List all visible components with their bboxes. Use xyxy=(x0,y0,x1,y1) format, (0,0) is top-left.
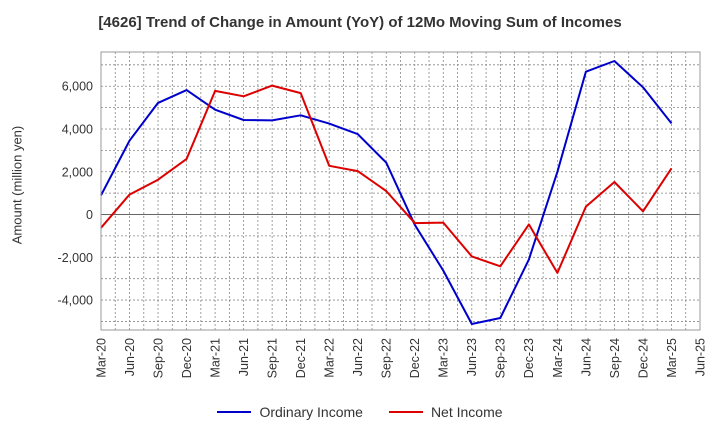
x-tick-label: Jun-23 xyxy=(465,338,479,376)
x-tick-label: Dec-20 xyxy=(180,338,194,378)
x-tick-label: Jun-25 xyxy=(693,338,707,376)
x-tick-label: Dec-23 xyxy=(522,338,536,378)
plot-border xyxy=(100,51,701,331)
legend-label-ordinary-income: Ordinary Income xyxy=(259,404,363,420)
x-tick-label: Sep-21 xyxy=(266,338,280,378)
legend-label-net-income: Net Income xyxy=(430,404,503,420)
chart-title: [4626] Trend of Change in Amount (YoY) o… xyxy=(98,14,622,31)
x-tick-label: Jun-20 xyxy=(123,338,137,376)
x-tick-labels: Mar-20 Jun-20 Sep-20 Dec-20 Mar-21 Jun-21 Sep-… xyxy=(94,338,707,378)
legend-item-ordinary-income: Ordinary Income xyxy=(217,404,363,420)
legend-swatch-net-income xyxy=(388,411,423,413)
x-tick-label: Dec-21 xyxy=(294,338,308,378)
x-tick-label: Dec-24 xyxy=(636,338,650,378)
x-tick-label: Jun-22 xyxy=(351,338,365,376)
series-lines xyxy=(100,60,673,325)
x-tick-label: Mar-20 xyxy=(94,338,108,378)
legend-swatch-ordinary-income xyxy=(217,411,252,413)
x-tick-label: Sep-23 xyxy=(494,338,508,378)
y-tick-label: 2,000 xyxy=(62,165,93,179)
y-tick-label: -4,000 xyxy=(58,294,93,308)
ordinary-income-line xyxy=(100,60,673,325)
x-tick-label: Jun-21 xyxy=(237,338,251,376)
y-tick-label: -2,000 xyxy=(58,251,93,265)
x-tick-label: Mar-24 xyxy=(551,338,565,378)
x-tick-label: Mar-25 xyxy=(665,338,679,378)
x-tick-label: Sep-22 xyxy=(380,338,394,378)
x-tick-label: Mar-23 xyxy=(437,338,451,378)
x-tick-label: Sep-20 xyxy=(151,338,165,378)
x-tick-label: Mar-21 xyxy=(208,338,222,378)
y-tick-label: 0 xyxy=(86,208,93,222)
grid xyxy=(100,52,701,330)
net-income-line xyxy=(100,84,673,274)
y-tick-label: 6,000 xyxy=(62,80,93,94)
x-tick-label: Jun-24 xyxy=(579,338,593,376)
x-tick-label: Mar-22 xyxy=(323,338,337,378)
y-tick-label: 4,000 xyxy=(62,122,93,136)
x-tick-label: Dec-22 xyxy=(408,338,422,378)
legend: Ordinary Income Net Income xyxy=(0,404,720,420)
x-tick-label: Sep-24 xyxy=(608,338,622,378)
legend-item-net-income: Net Income xyxy=(388,404,503,420)
y-tick-labels: -4,000 -2,000 0 2,000 4,000 6,000 xyxy=(58,80,94,308)
